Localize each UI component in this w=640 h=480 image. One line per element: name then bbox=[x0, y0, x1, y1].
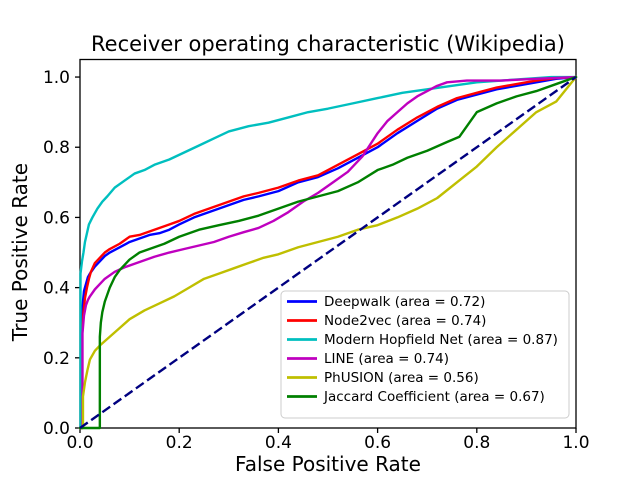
legend-label-line: LINE (area = 0.74) bbox=[324, 351, 449, 367]
chart-title: Receiver operating characteristic (Wikip… bbox=[91, 32, 565, 56]
legend-item-line: LINE (area = 0.74) bbox=[287, 351, 449, 367]
legend-item-jaccard-coefficient: Jaccard Coefficient (area = 0.67) bbox=[287, 389, 545, 405]
x-axis-label: False Positive Rate bbox=[235, 452, 421, 476]
y-axis-ticks: 0.0 0.2 0.4 0.6 0.8 1.0 bbox=[43, 68, 80, 439]
y-tick-label: 0.8 bbox=[43, 138, 70, 158]
curve-modern-hopfield-net bbox=[78, 75, 578, 430]
roc-curves bbox=[78, 75, 578, 430]
legend-box bbox=[280, 290, 570, 419]
legend-item-deepwalk: Deepwalk (area = 0.72) bbox=[287, 294, 485, 310]
x-tick-label: 0.6 bbox=[364, 433, 391, 453]
x-tick-label: 0.4 bbox=[265, 433, 292, 453]
legend-item-phusion: PhUSION (area = 0.56) bbox=[287, 370, 479, 386]
chance-diagonal-line bbox=[79, 76, 577, 429]
y-axis-label: True Positive Rate bbox=[8, 163, 32, 342]
curve-phusion bbox=[78, 75, 578, 430]
legend-label-node2vec: Node2vec (area = 0.74) bbox=[324, 313, 486, 329]
legend-item-node2vec: Node2vec (area = 0.74) bbox=[287, 313, 486, 329]
x-tick-label: 0.2 bbox=[166, 433, 193, 453]
legend: Deepwalk (area = 0.72) Node2vec (area = … bbox=[280, 290, 570, 419]
x-tick-label: 1.0 bbox=[562, 433, 589, 453]
legend-label-jaccard-coefficient: Jaccard Coefficient (area = 0.67) bbox=[323, 389, 545, 405]
y-tick-label: 0.2 bbox=[43, 349, 70, 369]
legend-label-modern-hopfield-net: Modern Hopfield Net (area = 0.87) bbox=[324, 332, 558, 348]
x-axis-ticks: 0.0 0.2 0.4 0.6 0.8 1.0 bbox=[66, 428, 590, 453]
legend-item-modern-hopfield-net: Modern Hopfield Net (area = 0.87) bbox=[287, 332, 558, 348]
x-tick-label: 0.8 bbox=[463, 433, 490, 453]
x-tick-label: 0.0 bbox=[66, 433, 93, 453]
y-tick-label: 0.0 bbox=[43, 419, 70, 439]
y-tick-label: 1.0 bbox=[43, 68, 70, 88]
y-tick-label: 0.4 bbox=[43, 279, 70, 299]
legend-label-deepwalk: Deepwalk (area = 0.72) bbox=[324, 294, 485, 310]
curve-node2vec bbox=[78, 75, 578, 430]
curve-line bbox=[78, 75, 578, 430]
curve-jaccard-coefficient bbox=[78, 75, 578, 430]
y-tick-label: 0.6 bbox=[43, 208, 70, 228]
legend-label-phusion: PhUSION (area = 0.56) bbox=[324, 370, 479, 386]
